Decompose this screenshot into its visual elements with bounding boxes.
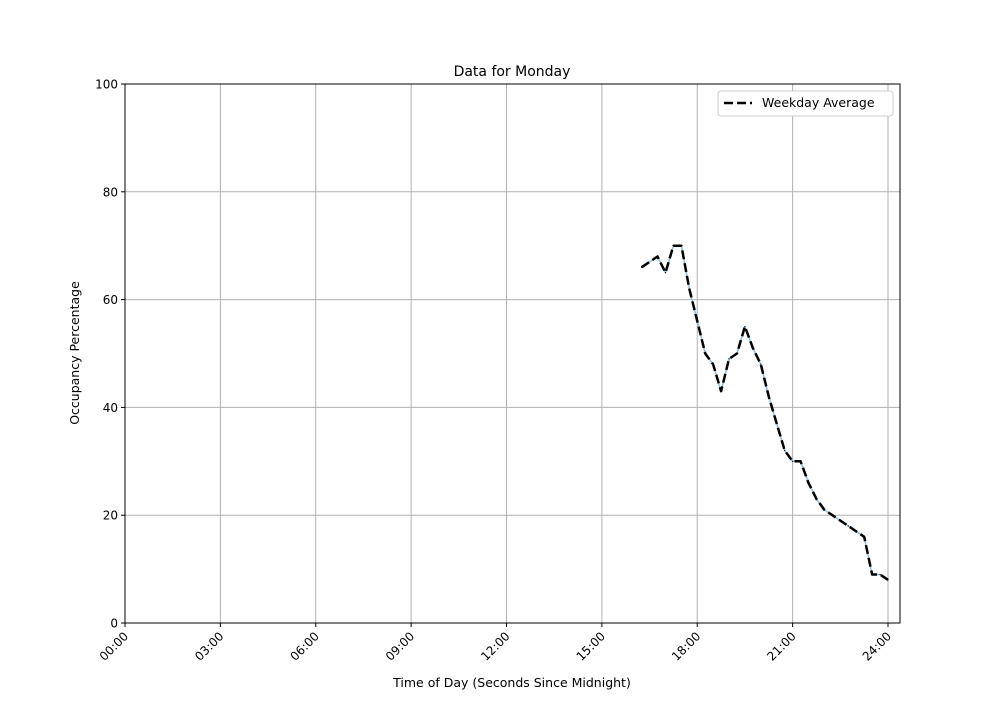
- data-point: [720, 390, 722, 392]
- x-tick-label: 21:00: [764, 629, 798, 663]
- y-tick-label: 0: [110, 617, 118, 631]
- data-point: [696, 320, 698, 322]
- x-tick-label: 12:00: [478, 629, 512, 663]
- data-point: [863, 536, 865, 538]
- x-tick-label: 06:00: [288, 629, 322, 663]
- data-point: [807, 482, 810, 484]
- y-tick-label: 40: [103, 401, 118, 415]
- x-tick-label: 00:00: [97, 629, 131, 663]
- data-point: [768, 396, 770, 398]
- legend-box: [717, 90, 894, 117]
- y-tick-label: 60: [103, 293, 118, 307]
- data-point: [799, 460, 802, 462]
- data-point: [744, 325, 746, 328]
- data-point: [728, 358, 730, 360]
- data-point: [815, 498, 818, 500]
- data-point: [688, 288, 690, 290]
- data-point: [672, 245, 675, 247]
- data-point: [823, 509, 826, 511]
- data-point: [871, 573, 873, 576]
- plot-frame: [124, 83, 901, 624]
- y-tick-label: 20: [103, 509, 118, 523]
- y-tick-label: 80: [103, 185, 118, 199]
- data-point: [704, 352, 706, 355]
- grid: [124, 84, 900, 623]
- data-point: [839, 519, 841, 522]
- legend: Weekday Average: [717, 90, 894, 117]
- y-axis-label: Occupancy Percentage: [67, 281, 82, 425]
- axis-ticks: 00:00 03:00 06:00 09:00 12:00 15:00 18:00 21:00…: [95, 78, 894, 664]
- data-point: [855, 530, 857, 532]
- x-axis-label: Time of Day (Seconds Since Midnight): [392, 675, 631, 690]
- data-point: [641, 266, 643, 268]
- x-tick-label: 24:00: [860, 629, 894, 663]
- data-point: [847, 525, 849, 527]
- data-point: [680, 245, 682, 247]
- data-point: [792, 460, 794, 462]
- legend-label-weekday-average: Weekday Average: [762, 95, 875, 110]
- data-point: [776, 422, 778, 425]
- x-tick-label: 09:00: [383, 629, 417, 663]
- data-point: [887, 579, 889, 581]
- data-point: [831, 514, 833, 516]
- data-point: [784, 449, 786, 452]
- data-point: [879, 573, 881, 576]
- weekday-average-line: [640, 244, 889, 581]
- data-point: [712, 363, 714, 365]
- data-point: [752, 347, 754, 349]
- y-tick-label: 100: [95, 78, 118, 92]
- series-lines: [640, 244, 889, 581]
- chart-title: Data for Monday: [454, 64, 571, 80]
- data-point: [664, 272, 667, 274]
- x-tick-label: 03:00: [192, 629, 226, 663]
- x-tick-label: 18:00: [669, 629, 703, 663]
- data-point: [760, 363, 762, 365]
- data-point: [656, 255, 659, 258]
- x-tick-label: 15:00: [574, 629, 608, 663]
- series-1-line: [641, 244, 889, 581]
- data-point: [736, 352, 738, 355]
